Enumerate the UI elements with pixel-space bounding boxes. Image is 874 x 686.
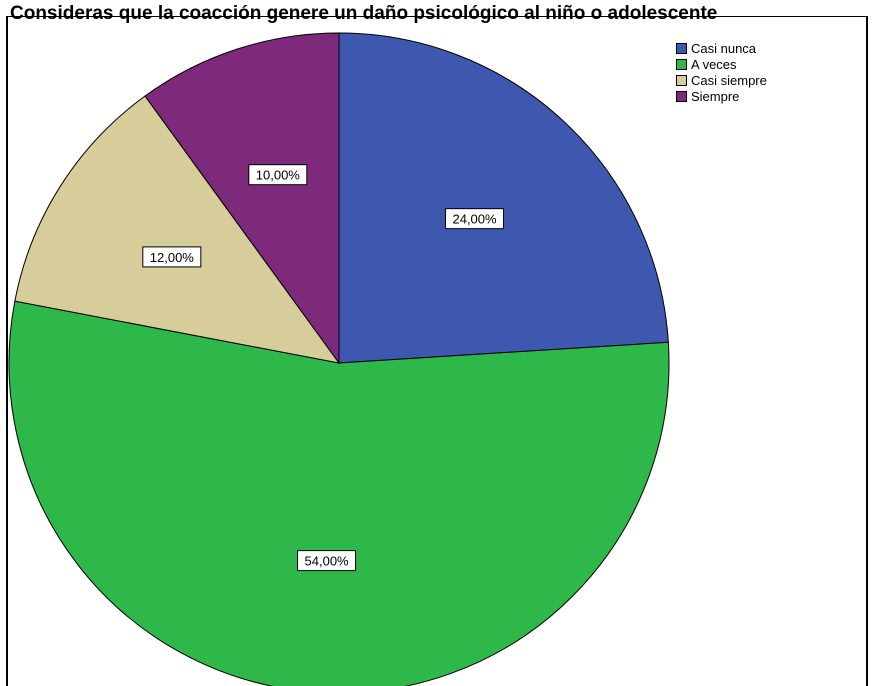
slice-label-casi-siempre: 12,00% <box>142 246 202 268</box>
pie-slice-siempre <box>144 32 340 365</box>
slice-label-text: 10,00% <box>256 168 301 183</box>
slice-label-box <box>248 164 308 186</box>
chart-frame <box>6 16 868 686</box>
legend-item-siempre: Siempre <box>676 88 767 104</box>
legend-item-a-veces: A veces <box>676 56 767 72</box>
legend-label: Siempre <box>691 88 740 104</box>
legend-swatch <box>676 74 687 86</box>
legend-label: Casi siempre <box>691 72 767 88</box>
chart-legend: Casi nunca A veces Casi siempre Siempre <box>676 40 767 104</box>
legend-swatch <box>676 42 687 54</box>
legend-swatch <box>676 58 687 70</box>
pie-slice-casi-siempre <box>14 95 341 364</box>
slice-label-box <box>297 550 357 572</box>
pie-slice-casi-nunca <box>338 32 669 364</box>
legend-swatch <box>676 90 687 102</box>
slice-label-box <box>142 246 202 268</box>
slice-label-text: 12,00% <box>150 250 195 265</box>
slice-label-text: 24,00% <box>452 212 497 227</box>
legend-item-casi-siempre: Casi siempre <box>676 72 767 88</box>
slice-label-casi-nunca: 24,00% <box>445 208 505 230</box>
legend-label: Casi nunca <box>691 40 757 56</box>
chart-title: Consideras que la coacción genere un dañ… <box>10 3 718 24</box>
pie-slice-a-veces <box>8 300 670 686</box>
legend-item-casi-nunca: Casi nunca <box>676 40 767 56</box>
slice-label-box <box>445 208 505 230</box>
legend-label: A veces <box>691 56 737 72</box>
slice-label-a-veces: 54,00% <box>297 550 357 572</box>
slice-label-siempre: 10,00% <box>248 164 308 186</box>
slice-label-text: 54,00% <box>305 554 350 569</box>
